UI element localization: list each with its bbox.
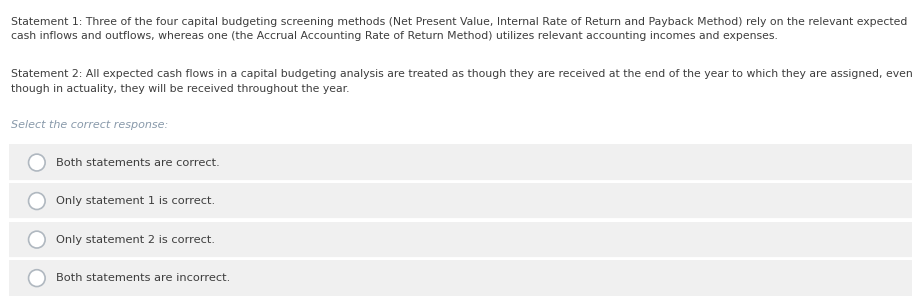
FancyBboxPatch shape: [9, 183, 912, 219]
FancyBboxPatch shape: [9, 144, 912, 181]
Text: Select the correct response:: Select the correct response:: [11, 120, 169, 130]
Ellipse shape: [29, 270, 45, 287]
Ellipse shape: [29, 193, 45, 209]
Text: Both statements are incorrect.: Both statements are incorrect.: [56, 273, 230, 283]
Ellipse shape: [29, 231, 45, 248]
FancyBboxPatch shape: [9, 260, 912, 296]
Text: Statement 2: All expected cash flows in a capital budgeting analysis are treated: Statement 2: All expected cash flows in …: [11, 69, 913, 94]
Ellipse shape: [29, 154, 45, 171]
Text: Only statement 2 is correct.: Only statement 2 is correct.: [56, 234, 216, 245]
Text: Statement 1: Three of the four capital budgeting screening methods (Net Present : Statement 1: Three of the four capital b…: [11, 17, 907, 41]
FancyBboxPatch shape: [9, 222, 912, 258]
Text: Both statements are correct.: Both statements are correct.: [56, 157, 220, 168]
Text: Only statement 1 is correct.: Only statement 1 is correct.: [56, 196, 216, 206]
